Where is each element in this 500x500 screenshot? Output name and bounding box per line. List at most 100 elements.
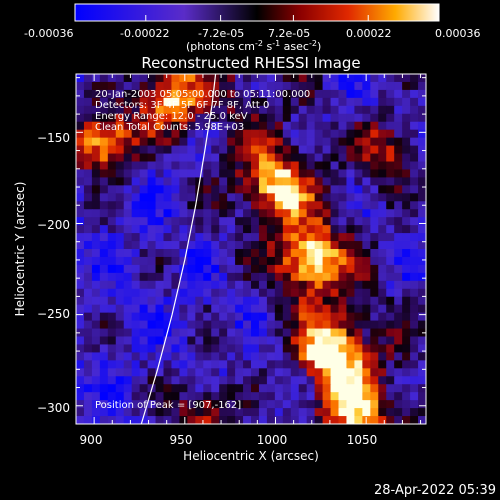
heatmap-cell xyxy=(76,153,85,163)
heatmap-cell xyxy=(171,217,180,226)
heatmap-cell xyxy=(418,288,426,298)
heatmap-cell xyxy=(76,408,85,417)
heatmap-cell xyxy=(338,169,348,178)
heatmap-cell xyxy=(76,217,85,226)
heatmap-cell xyxy=(306,328,316,338)
heatmap-cell xyxy=(251,304,260,314)
heatmap-cell xyxy=(370,113,379,123)
heatmap-cell xyxy=(163,113,173,123)
heatmap-cell xyxy=(266,161,276,171)
heatmap-cell xyxy=(139,193,149,202)
heatmap-cell xyxy=(211,81,220,91)
heatmap-cell xyxy=(139,408,149,417)
heatmap-cell xyxy=(282,137,292,147)
heatmap-cell xyxy=(219,225,228,234)
heatmap-cell xyxy=(155,129,165,139)
heatmap-cell xyxy=(163,217,173,226)
heatmap-cell xyxy=(131,145,141,155)
heatmap-cell xyxy=(123,256,133,266)
heatmap-cell xyxy=(322,312,332,322)
heatmap-cell xyxy=(195,264,204,274)
heatmap-cell xyxy=(123,312,133,322)
heatmap-cell xyxy=(91,320,101,330)
heatmap-cell xyxy=(362,81,371,91)
heatmap-cell xyxy=(235,241,244,250)
heatmap-cell xyxy=(91,400,101,409)
heatmap-cell xyxy=(83,105,93,115)
heatmap-cell xyxy=(187,368,196,377)
heatmap-cell xyxy=(314,113,324,123)
heatmap-cell xyxy=(91,264,101,274)
heatmap-cell xyxy=(131,360,141,369)
heatmap-cell xyxy=(258,145,268,155)
heatmap-cell xyxy=(243,376,252,385)
heatmap-cell xyxy=(314,288,324,298)
heatmap-cell xyxy=(219,169,228,178)
heatmap-cell xyxy=(298,241,308,250)
heatmap-cell xyxy=(171,89,180,99)
heatmap-cell xyxy=(99,113,109,123)
heatmap-cell xyxy=(155,256,165,266)
heatmap-cell xyxy=(195,312,204,322)
heatmap-cell xyxy=(402,145,411,155)
heatmap-cell xyxy=(402,360,411,369)
heatmap-cell xyxy=(290,392,300,401)
heatmap-cell xyxy=(266,97,276,107)
heatmap-cell xyxy=(370,336,379,346)
heatmap-cell xyxy=(338,81,348,91)
heatmap-cell xyxy=(362,360,371,369)
heatmap-cell xyxy=(123,360,133,369)
heatmap-cell xyxy=(386,209,395,218)
heatmap-cell xyxy=(76,105,85,115)
heatmap-cell xyxy=(171,105,180,115)
heatmap-cell xyxy=(83,272,93,282)
heatmap-cell xyxy=(187,74,196,83)
heatmap-cell xyxy=(402,153,411,163)
heatmap-cell xyxy=(139,288,149,298)
heatmap-cell xyxy=(354,320,363,330)
heatmap-cell xyxy=(107,296,117,306)
heatmap-cell xyxy=(266,256,276,266)
heatmap-cell xyxy=(115,153,125,163)
heatmap-cell xyxy=(243,121,252,131)
heatmap-cell xyxy=(227,74,236,83)
heatmap-cell xyxy=(282,161,292,171)
heatmap-cell xyxy=(266,145,276,155)
heatmap-cell xyxy=(378,185,387,194)
heatmap-cell xyxy=(139,105,149,115)
heatmap-cell xyxy=(203,280,212,290)
heatmap-cell xyxy=(346,249,355,258)
heatmap-cell xyxy=(314,137,324,147)
heatmap-cell xyxy=(314,121,324,131)
heatmap-cell xyxy=(251,296,260,306)
heatmap-cell xyxy=(330,97,340,107)
heatmap-cell xyxy=(107,384,117,393)
heatmap-cell xyxy=(378,105,387,115)
heatmap-cell xyxy=(235,153,244,163)
heatmap-cell xyxy=(123,272,133,282)
heatmap-cell xyxy=(370,233,379,242)
heatmap-cell xyxy=(171,209,180,218)
heatmap-cell xyxy=(402,288,411,298)
heatmap-cell xyxy=(76,177,85,186)
heatmap-cell xyxy=(76,129,85,139)
heatmap-cell xyxy=(211,256,220,266)
heatmap-cell xyxy=(131,209,141,218)
heatmap-cell xyxy=(282,185,292,194)
heatmap-cell xyxy=(147,169,157,178)
heatmap-cell xyxy=(83,352,93,361)
heatmap-cell xyxy=(179,137,188,147)
heatmap-cell xyxy=(99,352,109,361)
heatmap-cell xyxy=(386,312,395,322)
heatmap-cell xyxy=(171,288,180,298)
heatmap-cell xyxy=(386,376,395,385)
heatmap-cell xyxy=(235,169,244,178)
heatmap-cell xyxy=(227,169,236,178)
heatmap-cell xyxy=(195,81,204,91)
heatmap-cell xyxy=(306,105,316,115)
heatmap-cell xyxy=(235,392,244,401)
heatmap-cell xyxy=(195,97,204,107)
heatmap-cell xyxy=(266,360,276,369)
heatmap-cell xyxy=(338,376,348,385)
heatmap-cell xyxy=(147,193,157,202)
